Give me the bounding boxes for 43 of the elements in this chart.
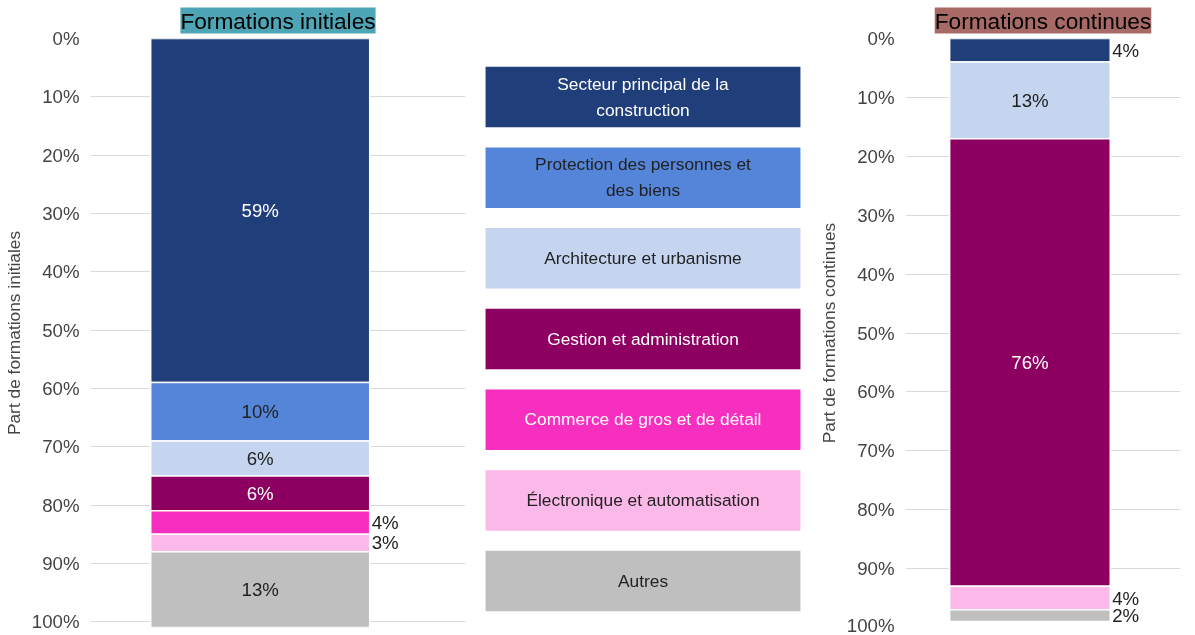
y-tick-label: 20% — [42, 144, 80, 166]
y-tick-label: 50% — [42, 319, 80, 341]
y-tick-label: 60% — [42, 377, 80, 399]
y-tick-label: 40% — [857, 263, 895, 285]
data-label: 10% — [241, 401, 279, 423]
text: Autres — [617, 570, 669, 591]
y-axis-title: Part de formations initiales — [3, 230, 24, 436]
y-tick-label: 80% — [857, 499, 895, 521]
y-tick-label: 10% — [857, 86, 895, 108]
y-tick-label: 30% — [42, 202, 80, 224]
chart-title: Formations continues — [934, 7, 1152, 34]
data-label: 59% — [241, 200, 279, 222]
data-label: 3% — [371, 532, 399, 554]
text: Protection des personnes et des biens — [535, 154, 752, 201]
y-tick-label: 30% — [857, 204, 895, 226]
y-tick-label: 0% — [867, 28, 895, 49]
y-tick-label: 10% — [42, 86, 80, 108]
y-tick-label: 60% — [857, 381, 895, 403]
text: Commerce de gros et de détail — [524, 409, 762, 430]
data-label: 6% — [246, 447, 274, 469]
y-tick-label: 70% — [42, 436, 80, 458]
text: Gestion et administration — [547, 328, 739, 349]
data-label: 4% — [371, 512, 399, 534]
y-tick-label: 50% — [857, 322, 895, 344]
chart-title: Formations initiales — [180, 7, 376, 34]
y-tick-label: 100% — [846, 614, 895, 635]
y-tick-label: 40% — [42, 261, 80, 283]
y-tick-label: 90% — [857, 558, 895, 580]
text: Secteur principal de la construction — [557, 73, 730, 120]
data-label: 13% — [241, 579, 279, 601]
y-tick-label: 80% — [42, 494, 80, 516]
data-label: 4% — [1112, 39, 1140, 61]
data-label: 76% — [1011, 351, 1049, 373]
data-label: 6% — [246, 482, 274, 504]
y-tick-label: 20% — [857, 145, 895, 167]
data-label: 13% — [1011, 89, 1049, 111]
y-tick-label: 100% — [31, 611, 80, 633]
text: Électronique et automatisation — [526, 490, 760, 511]
text: Architecture et urbanisme — [544, 247, 742, 268]
y-axis-title: Part de formations continues — [818, 222, 839, 444]
y-tick-label: 70% — [857, 440, 895, 462]
y-tick-label: 90% — [42, 552, 80, 574]
y-tick-label: 0% — [52, 28, 80, 49]
